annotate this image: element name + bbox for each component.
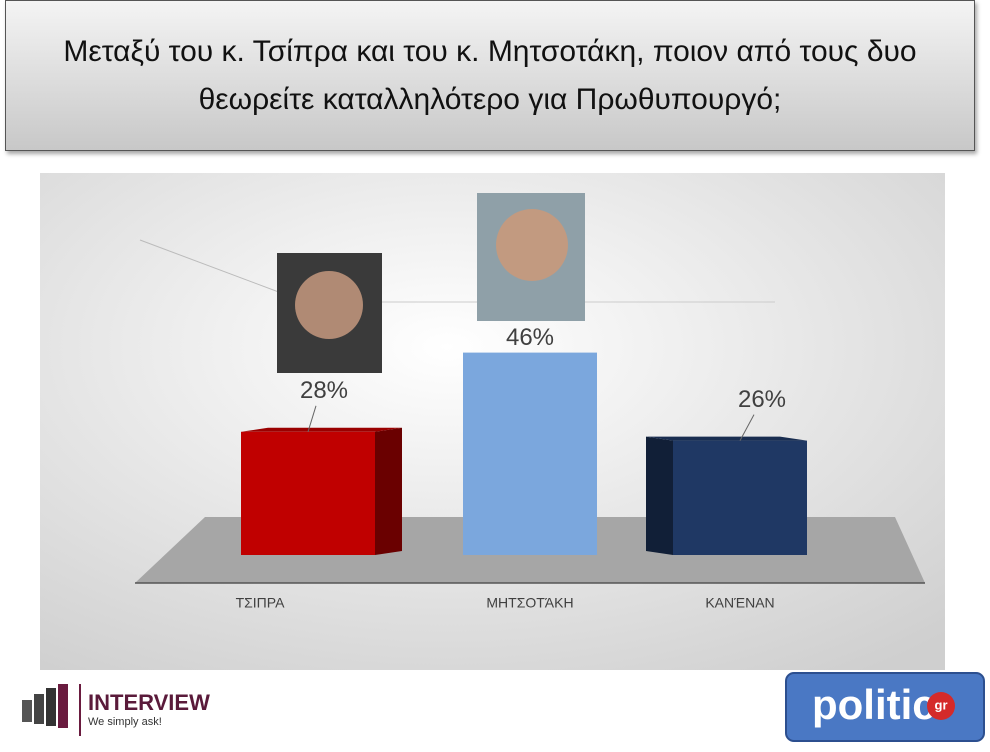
value-label: 28% (300, 377, 348, 404)
photo-face (496, 209, 568, 281)
bar-side (375, 427, 402, 555)
x-tick-label: ΚΑΝΈΝΑΝ (705, 595, 774, 611)
interview-tagline: We simply ask! (88, 716, 162, 728)
politic-badge-text: gr (935, 697, 948, 712)
x-tick-label: ΜΗΤΣΟΤΆΚΗ (486, 595, 573, 611)
politic-logo-box (785, 672, 985, 742)
bar (241, 431, 375, 555)
politic-logo: politic (812, 681, 936, 728)
leader-line (307, 405, 317, 432)
bar (463, 352, 597, 555)
politic-badge (927, 692, 955, 720)
bar-top (646, 436, 807, 441)
interview-logo: INTERVIEW (88, 690, 210, 715)
chart-title: Μεταξύ του κ. Τσίπρα και του κ. Μητσοτάκ… (5, 0, 975, 151)
x-tick-label: ΤΣΙΠΡΑ (236, 595, 286, 611)
photo-face (295, 271, 363, 339)
decor-line (139, 239, 301, 301)
interview-icon (22, 684, 81, 736)
value-label: 26% (738, 386, 786, 413)
bar-side (646, 436, 673, 555)
bar-top (241, 427, 402, 432)
value-label: 46% (506, 324, 554, 351)
leader-line (739, 414, 755, 441)
bar (673, 440, 807, 555)
